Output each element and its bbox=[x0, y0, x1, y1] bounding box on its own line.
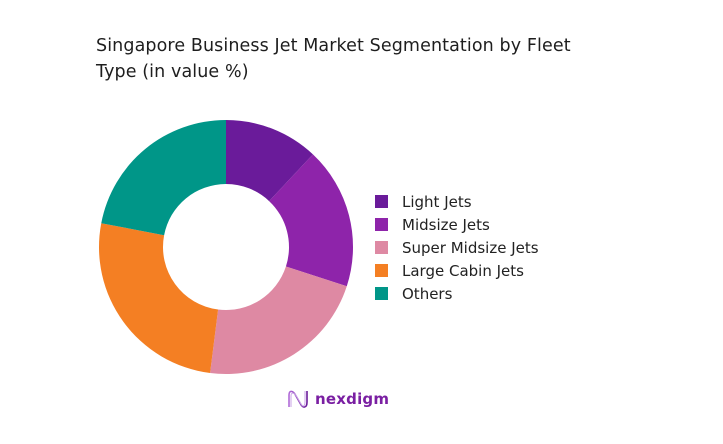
legend-swatch bbox=[375, 264, 388, 277]
legend-item-others: Others bbox=[375, 282, 539, 305]
legend-swatch bbox=[375, 218, 388, 231]
legend-swatch bbox=[375, 241, 388, 254]
slice-midsize-jets bbox=[269, 154, 353, 287]
legend-item-super-midsize-jets: Super Midsize Jets bbox=[375, 236, 539, 259]
chart-title-line2: Type (in value %) bbox=[96, 62, 249, 82]
legend-label: Others bbox=[402, 284, 453, 303]
legend-label: Large Cabin Jets bbox=[402, 261, 524, 280]
slice-large-cabin-jets bbox=[99, 223, 219, 373]
legend-item-midsize-jets: Midsize Jets bbox=[375, 213, 539, 236]
legend-item-light-jets: Light Jets bbox=[375, 190, 539, 213]
legend-label: Super Midsize Jets bbox=[402, 238, 539, 257]
chart-legend: Light Jets Midsize Jets Super Midsize Je… bbox=[375, 190, 539, 305]
slice-super-midsize-jets bbox=[210, 266, 347, 374]
chart-title: Singapore Business Jet Market Segmentati… bbox=[96, 33, 616, 85]
slice-light-jets bbox=[226, 120, 313, 202]
legend-item-large-cabin-jets: Large Cabin Jets bbox=[375, 259, 539, 282]
legend-swatch bbox=[375, 195, 388, 208]
donut-slices bbox=[99, 120, 353, 374]
brand-logo: nexdigm bbox=[287, 388, 389, 410]
brand-name: nexdigm bbox=[315, 390, 390, 408]
chart-title-line1: Singapore Business Jet Market Segmentati… bbox=[96, 36, 571, 56]
nexdigm-wave-icon bbox=[288, 390, 308, 408]
legend-swatch bbox=[375, 287, 388, 300]
slice-others bbox=[101, 120, 226, 236]
legend-label: Midsize Jets bbox=[402, 215, 490, 234]
legend-label: Light Jets bbox=[402, 192, 472, 211]
